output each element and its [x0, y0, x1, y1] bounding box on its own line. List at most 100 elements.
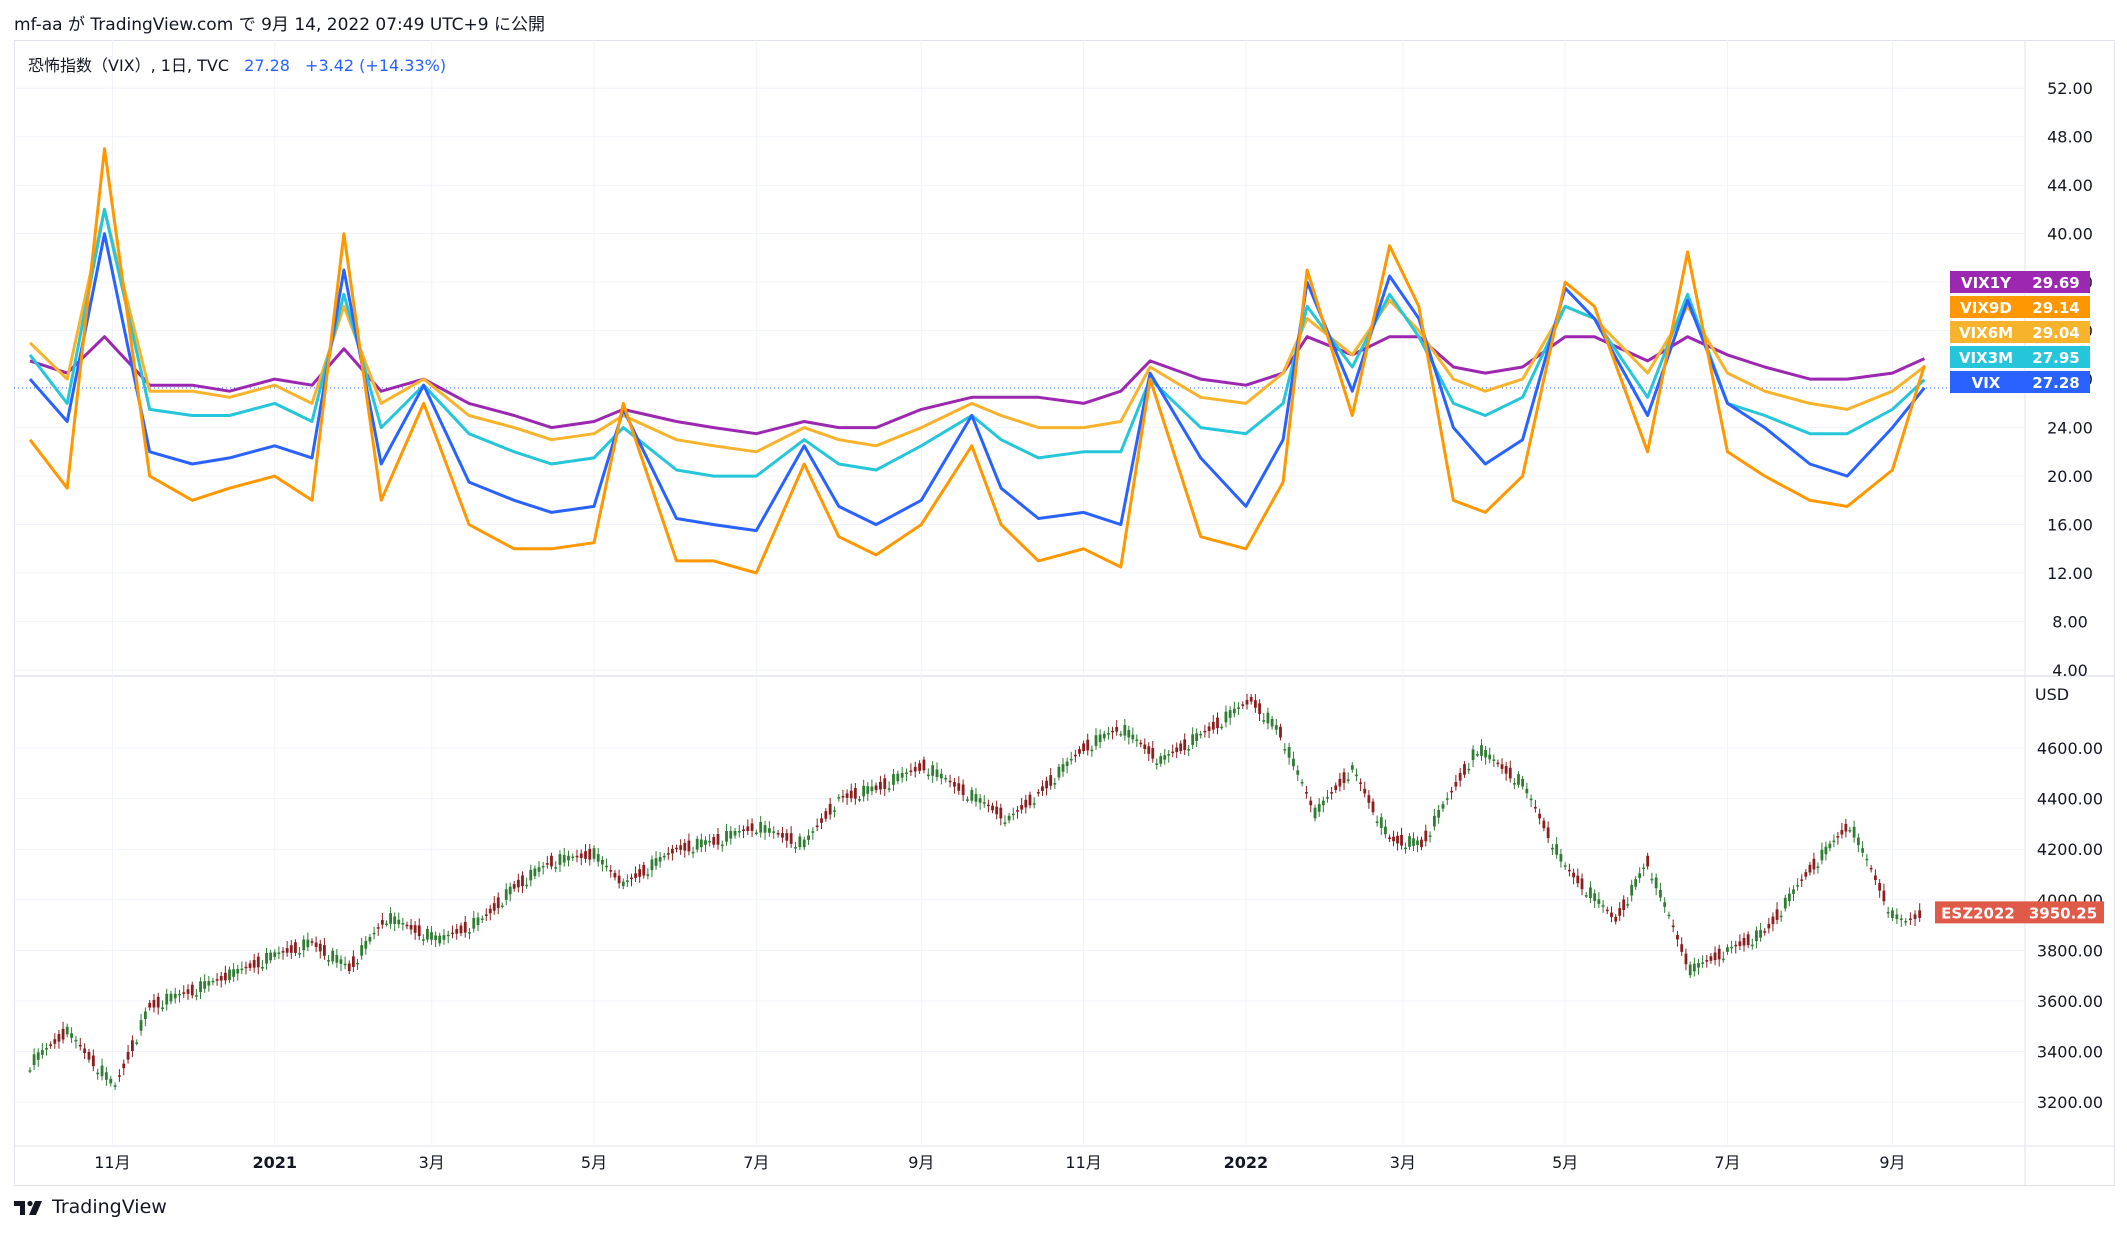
candle-body [1918, 910, 1922, 918]
candle-body [1086, 739, 1090, 751]
candle-body [1424, 830, 1428, 842]
candle-body [1143, 744, 1147, 750]
header-ga: が [68, 15, 85, 35]
candle-body [96, 1072, 100, 1075]
vix-y-tick-label: 24.00 [2047, 419, 2093, 438]
candle-body [139, 1020, 143, 1031]
candle-body [1767, 923, 1771, 929]
candle-body [957, 783, 961, 791]
candle-body [1779, 915, 1783, 918]
candle-body [1249, 696, 1253, 702]
candle-body [1824, 846, 1828, 855]
candle-body [1529, 798, 1533, 801]
candle-body [446, 934, 450, 937]
candle-body [306, 939, 310, 948]
candle-body [1567, 869, 1571, 872]
candle-body [874, 785, 878, 791]
series-legend[interactable]: 恐怖指数（VIX）, 1日, TVC 27.28 +3.42 (+14.33%) [28, 52, 446, 76]
candle-body [61, 1028, 65, 1040]
es-value-tag [2022, 901, 2104, 924]
candle-body [32, 1054, 36, 1066]
candle-body [1563, 865, 1567, 867]
candle-body [1355, 774, 1358, 777]
candle-body [1266, 712, 1270, 724]
candle-body [584, 851, 587, 859]
candle-body [776, 832, 780, 835]
candle-body [28, 1070, 32, 1072]
candle-body [625, 880, 629, 882]
candle-body [1550, 847, 1554, 850]
candle-body [40, 1050, 44, 1055]
candle-body [1542, 820, 1546, 829]
candle-body [1045, 780, 1048, 789]
candle-body [285, 948, 289, 953]
candle-body [630, 877, 633, 880]
candle-body [798, 836, 802, 848]
candle-body [512, 884, 516, 889]
candle-body [1111, 730, 1114, 733]
candle-body [1605, 909, 1609, 912]
candle-body [1508, 767, 1512, 779]
candle-body [143, 1011, 147, 1020]
candle-body [1428, 835, 1432, 837]
candle-body [1755, 930, 1758, 942]
tradingview-logo[interactable]: TradingView [14, 1196, 167, 1218]
candle-body [837, 797, 841, 799]
candle-body [666, 853, 670, 855]
candle-body [327, 960, 330, 962]
author-name[interactable]: mf-aa [14, 15, 63, 35]
candle-body [1734, 944, 1738, 947]
candle-body [1007, 815, 1011, 821]
candle-body [1904, 921, 1908, 923]
candle-body [802, 839, 806, 848]
candle-body [1330, 792, 1334, 794]
candle-body [820, 818, 823, 823]
candle-body [451, 932, 454, 935]
candle-body [389, 913, 392, 924]
candle-body [148, 1002, 152, 1008]
series-value-label: 29.14 [2032, 299, 2079, 317]
candle-body [1614, 916, 1618, 922]
candle-body [1517, 774, 1520, 785]
candle-body [1321, 800, 1325, 806]
candle-body [74, 1039, 78, 1042]
candle-body [931, 765, 935, 776]
candle-body [905, 772, 908, 775]
series-value-tag [2022, 346, 2090, 368]
candle-body [1171, 751, 1175, 754]
candle-body [1584, 895, 1588, 897]
candle-body [1680, 944, 1684, 952]
axis-layer: 11月 2021 3月 5月 7月 9月 11月 2022 3月 5月 7月 9月 52.00 48.00… [94, 79, 2103, 1172]
candle-body [1309, 800, 1313, 806]
candle-body [658, 857, 662, 862]
x-tick-label: 9月 [1879, 1153, 1905, 1172]
candle-body [1191, 734, 1195, 746]
candle-body [232, 969, 236, 977]
es-pane [28, 693, 1922, 1090]
candle-body [372, 932, 376, 935]
candle-body [1484, 749, 1487, 758]
candle-body [1432, 815, 1436, 827]
site-name[interactable]: TradingView.com [90, 15, 234, 35]
legend-symbol-name[interactable]: 恐怖指数（VIX）, 1日, TVC [28, 56, 230, 75]
candle-body [1796, 885, 1800, 887]
candle-body [1546, 827, 1550, 839]
candle-body [1139, 742, 1143, 745]
candle-body [397, 919, 401, 925]
es-y-tick-label: 3200.00 [2037, 1093, 2103, 1112]
candle-body [1886, 911, 1890, 914]
candle-body [918, 763, 921, 771]
candle-body [575, 855, 579, 858]
candle-body [991, 805, 994, 811]
candle-body [970, 790, 974, 801]
candle-body [314, 942, 318, 948]
candle-body [1895, 914, 1899, 919]
header-de: で [238, 15, 256, 35]
series-name-label: VIX9D [1960, 299, 2012, 317]
candle-body [671, 848, 674, 854]
chart-frame[interactable] [14, 40, 2115, 1186]
candle-body [767, 828, 771, 833]
candle-body [1642, 867, 1646, 870]
vix-y-tick-label: 44.00 [2047, 176, 2093, 195]
